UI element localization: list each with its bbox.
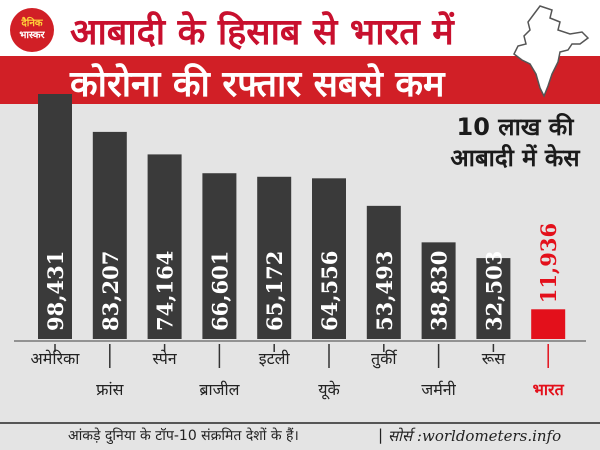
bar-4 [202,173,237,339]
annotation-line-1: 10 लाख की [456,113,574,141]
logo-text-line1: दैनिक [21,18,43,29]
category-label-1: अमेरिका [31,349,81,368]
value-label-10: 11,936 [536,223,561,303]
value-label-9: 32,503 [481,251,506,331]
footer: आंकड़े दुनिया के टॉप-10 संक्रमित देशों क… [0,422,600,450]
category-label-6: यूके [318,380,340,400]
bar-2 [92,131,127,339]
category-label-2: फ्रांस [96,380,124,399]
bar-9 [476,258,511,339]
footnote: आंकड़े दुनिया के टॉप-10 संक्रमित देशों क… [68,428,299,444]
value-label-2: 83,207 [98,251,123,331]
bar-1 [38,94,72,339]
value-label-1: 98,431 [43,251,68,331]
footer-separator: | [378,426,384,444]
value-label-4: 66,601 [207,251,232,331]
category-label-9: रूस [482,349,506,368]
bar-3 [147,154,182,339]
category-label-3: स्पेन [152,349,177,368]
value-label-6: 64,556 [317,251,342,331]
footer-divider [0,422,600,424]
logo-text-line2: भास्कर [19,30,45,41]
value-label-8: 38,830 [427,251,452,331]
dainik-bhaskar-logo: दैनिक भास्कर [10,8,54,52]
source-credit: सोर्स :worldometers.info [388,427,562,445]
title-band-white [0,0,600,56]
category-label-4: ब्राजील [199,380,240,399]
bar-7 [366,205,401,339]
value-label-3: 74,164 [153,251,178,331]
header-banner: दैनिक भास्कर आबादी के हिसाब से भारत में … [0,0,600,105]
title-line-2: कोरोना की रफ्तार सबसे कम [70,64,445,105]
bar-6 [312,178,346,339]
bar-8 [421,242,456,339]
value-label-5: 65,172 [262,251,287,331]
annotation-line-2: आबादी में केस [450,144,580,172]
chart-annotation: 10 लाख की आबादी में केस [430,112,600,182]
category-label-5: इटली [259,349,291,368]
india-map-icon [513,5,590,98]
value-label-7: 53,493 [372,251,397,331]
category-label-10: भारत [533,380,565,399]
category-label-7: तुर्की [371,349,397,369]
title-band-red [0,56,600,104]
bar-10 [531,309,566,339]
title-line-1: आबादी के हिसाब से भारत में [70,12,454,53]
category-label-8: जर्मनी [421,380,456,399]
bar-5 [257,176,292,339]
